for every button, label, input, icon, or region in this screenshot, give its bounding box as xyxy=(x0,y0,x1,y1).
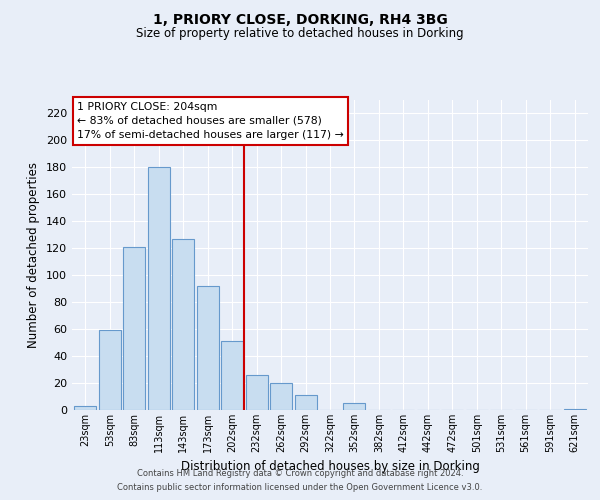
Bar xyxy=(124,247,145,410)
Bar xyxy=(197,286,219,410)
Bar xyxy=(148,168,170,410)
Text: 1, PRIORY CLOSE, DORKING, RH4 3BG: 1, PRIORY CLOSE, DORKING, RH4 3BG xyxy=(152,12,448,26)
Bar xyxy=(221,342,243,410)
Bar xyxy=(99,330,121,410)
Bar xyxy=(295,395,317,410)
Bar xyxy=(343,404,365,410)
Text: 1 PRIORY CLOSE: 204sqm
← 83% of detached houses are smaller (578)
17% of semi-de: 1 PRIORY CLOSE: 204sqm ← 83% of detached… xyxy=(77,102,344,140)
X-axis label: Distribution of detached houses by size in Dorking: Distribution of detached houses by size … xyxy=(181,460,479,473)
Bar xyxy=(74,406,97,410)
Bar xyxy=(270,383,292,410)
Text: Size of property relative to detached houses in Dorking: Size of property relative to detached ho… xyxy=(136,28,464,40)
Text: Contains HM Land Registry data © Crown copyright and database right 2024.: Contains HM Land Registry data © Crown c… xyxy=(137,468,463,477)
Bar xyxy=(172,239,194,410)
Bar xyxy=(245,375,268,410)
Bar xyxy=(563,408,586,410)
Text: Contains public sector information licensed under the Open Government Licence v3: Contains public sector information licen… xyxy=(118,484,482,492)
Y-axis label: Number of detached properties: Number of detached properties xyxy=(28,162,40,348)
